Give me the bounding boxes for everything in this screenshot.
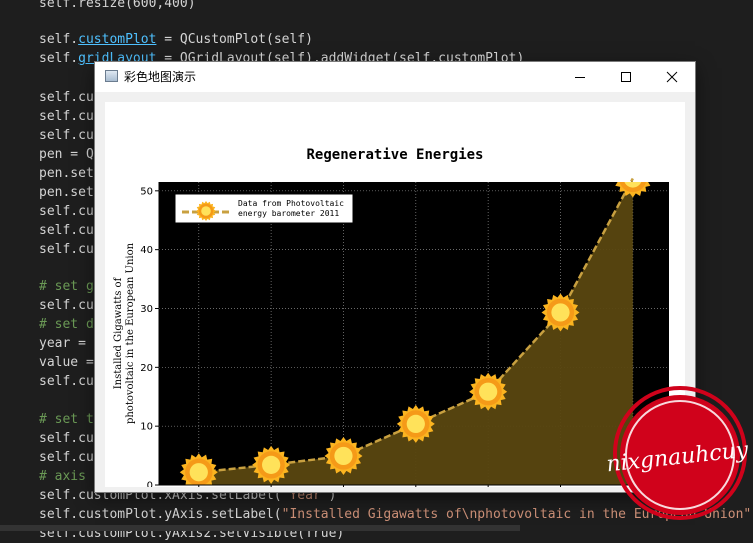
code-line: self.resize(600,400) [39,0,196,11]
legend-label: energy barometer 2011 [238,209,339,218]
minimize-button[interactable] [557,62,603,92]
code-line: pen = Q [39,147,94,162]
series-area [198,178,633,485]
y-tick-label: 10 [140,422,153,433]
code-line: # set g [39,279,94,294]
code-line: self.cus [39,204,102,219]
code-line: pen.set [39,166,94,181]
data-point-marker [252,445,291,484]
code-line: self.customPlot.yAxis.setLabel("Installe… [39,507,753,522]
close-icon [666,71,678,83]
code-line: # axis [39,469,86,484]
data-point-marker [541,293,580,332]
horizontal-scrollbar[interactable] [0,525,520,531]
sun-core [551,303,570,322]
maximize-icon [621,72,631,82]
data-point-marker [469,372,508,411]
code-line: self.customPlot = QCustomPlot(self) [39,32,313,47]
sun-core [406,414,425,434]
y-axis-label-line: Installed Gigawatts of [113,276,124,389]
legend-label: Data from Photovoltaic [238,199,344,208]
y-tick-label: 40 [140,245,153,256]
window-title: 彩色地图演示 [124,70,197,84]
code-line: # set da [39,317,102,332]
chart-svg: Regenerative Energies0102030405020052006… [113,147,669,488]
sun-core [624,182,642,188]
window-titlebar[interactable]: 彩色地图演示 [95,62,695,92]
code-line: self.cus [39,450,102,465]
maximize-button[interactable] [603,62,649,92]
y-tick-label: 20 [140,363,153,374]
sun-core [262,455,281,474]
sun-core [189,463,208,482]
code-line: self.cus [39,374,102,389]
code-line: self.cus [39,223,102,238]
y-tick-label: 0 [147,481,153,488]
y-tick-label: 30 [140,304,153,315]
data-point-marker [324,436,363,475]
demo-window: 彩色地图演示 Regenerative Energies010203040502… [95,62,695,492]
code-line: pen.setB [39,185,102,200]
y-axis-label-line: photovoltaic in the European Union [125,242,136,424]
code-line: self.cus [39,431,102,446]
chart-title: Regenerative Energies [306,147,483,163]
data-point-marker [179,453,218,485]
code-line: self.cus [39,109,102,124]
code-line: # set ti [39,412,102,427]
sun-core [334,446,353,466]
y-tick-label: 50 [140,186,153,197]
app-window-icon [105,70,118,82]
code-line: self.cus [39,298,102,313]
code-line: value = [39,355,94,370]
custom-plot[interactable]: Regenerative Energies0102030405020052006… [105,102,685,487]
close-button[interactable] [649,62,695,92]
code-line: self.cus [39,128,102,143]
markers-group [179,182,651,485]
data-point-marker [396,404,435,443]
code-line: year = [39,336,86,351]
code-line: self.cus [39,242,102,257]
data-point-marker [615,182,651,198]
code-line: self.cus [39,90,102,105]
minimize-icon [575,77,585,78]
legend-sun-icon [196,201,216,221]
sun-core [479,382,498,401]
sun-core [201,206,211,216]
